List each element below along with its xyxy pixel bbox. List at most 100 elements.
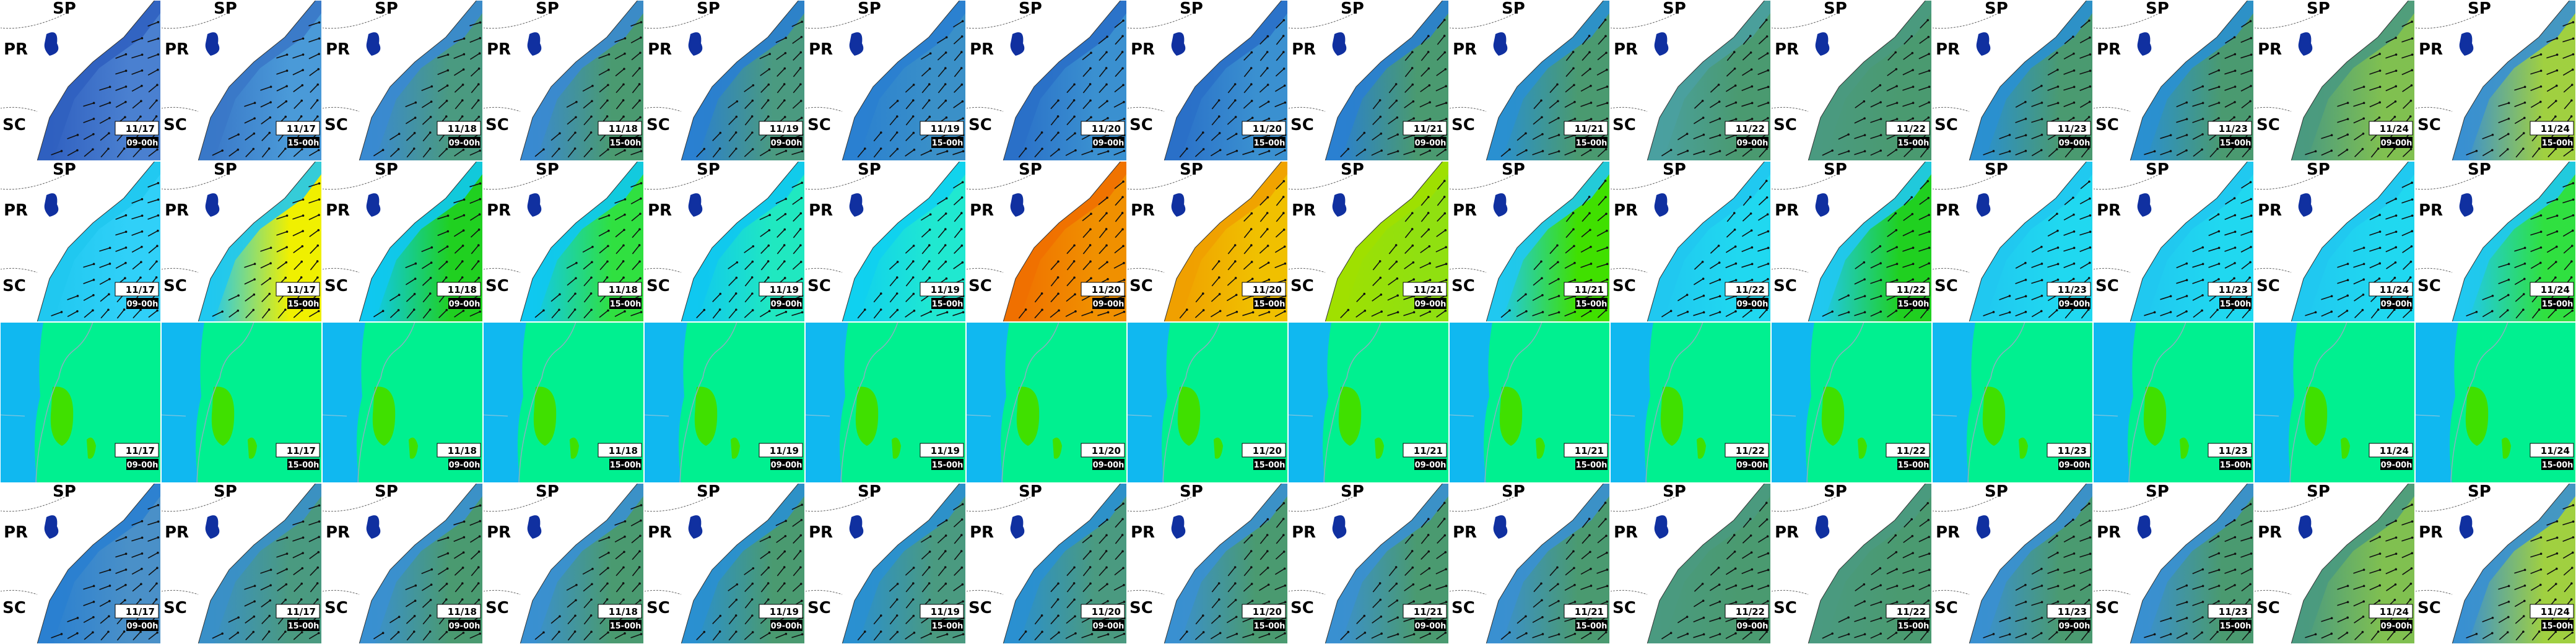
wind-arrow-head: [1429, 601, 1432, 603]
wind-arrow: [437, 215, 448, 220]
wind-arrow-head: [2378, 246, 2382, 250]
wind-arrow: [1179, 148, 1188, 158]
wind-arrow: [632, 550, 640, 560]
wind-arrow-head: [1122, 567, 1125, 570]
wind-arrow: [1387, 150, 1398, 155]
wind-arrow-head: [799, 261, 803, 263]
field-area: [679, 322, 805, 483]
bay: [1654, 515, 1669, 539]
wind-arrow-head: [413, 293, 416, 295]
wind-arrow-head: [2217, 568, 2221, 572]
time-label: 09-00h: [449, 300, 481, 309]
field-patch: [2143, 386, 2167, 446]
wind-arrow: [550, 133, 560, 141]
wind-arrow-head: [1751, 102, 1754, 105]
wind-arrow: [1372, 277, 1381, 286]
time-box: [126, 459, 159, 470]
wind-arrow-head: [124, 100, 127, 103]
wind-arrow: [100, 616, 110, 624]
wind-arrow: [2047, 69, 2058, 76]
wind-arrow: [471, 583, 479, 593]
wind-arrow: [567, 599, 577, 608]
wind-arrow: [1757, 569, 1769, 574]
wind-arrow-head: [960, 212, 963, 214]
wind-arrow: [954, 84, 962, 93]
wind-arrow: [2226, 309, 2234, 319]
wind-arrow: [873, 148, 882, 158]
date-label: 11/21: [1414, 284, 1443, 295]
wind-arrow-head: [2395, 69, 2398, 72]
wind-arrow-head: [1073, 99, 1076, 102]
wind-arrow: [2031, 263, 2042, 268]
wind-arrow: [776, 536, 786, 543]
wind-arrow: [1274, 568, 1286, 575]
border: [2415, 173, 2484, 273]
state-label: SC: [2417, 599, 2441, 617]
wind-arrow: [115, 231, 126, 236]
tile-border: [2093, 161, 2254, 322]
wind-arrow: [2562, 38, 2574, 43]
wind-arrow-head: [2087, 277, 2091, 279]
wind-arrow: [406, 294, 416, 302]
wind-arrow-head: [141, 536, 144, 539]
wind-arrow-head: [1606, 585, 1609, 588]
wind-arrow: [1693, 278, 1704, 285]
wind-arrow-head: [1588, 212, 1591, 215]
wind-arrow: [759, 53, 770, 59]
wind-arrow-head: [1910, 308, 1913, 311]
coastal-band: [37, 0, 161, 161]
wind-arrow: [777, 67, 785, 77]
wind-arrow-head: [2571, 148, 2574, 151]
wind-arrow: [1918, 86, 1930, 91]
wind-arrow: [2048, 149, 2058, 157]
wind-arrow-head: [1395, 244, 1398, 246]
date-label: 11/21: [1575, 445, 1604, 456]
wind-arrow-head: [446, 552, 450, 555]
wind-arrow: [2482, 632, 2493, 640]
wind-arrow: [1099, 67, 1107, 77]
wind-arrow: [1693, 295, 1704, 301]
wind-arrow-head: [1750, 309, 1752, 312]
wind-arrow: [2337, 263, 2348, 268]
time-label: 09-00h: [2381, 461, 2413, 470]
wind-arrow-head: [1444, 632, 1447, 634]
wind-arrow-head: [2538, 308, 2541, 311]
land: [644, 483, 799, 644]
wind-arrow: [583, 116, 592, 126]
wind-arrow: [1983, 150, 1994, 155]
wind-arrow: [1115, 550, 1123, 560]
wind-arrow-head: [607, 53, 611, 56]
wind-arrow: [2063, 231, 2074, 236]
wind-arrow: [760, 583, 769, 593]
time-box: [2541, 459, 2574, 470]
wind-arrow: [261, 600, 271, 607]
wind-arrow-head: [1894, 212, 1897, 215]
wind-arrow: [2530, 537, 2541, 542]
wind-arrow: [2079, 37, 2091, 44]
date-label: 11/22: [1736, 284, 1765, 295]
wind-arrow: [614, 521, 625, 526]
wind-arrow-head: [1767, 568, 1770, 572]
wind-arrow: [2047, 585, 2058, 590]
time-box: [1414, 620, 1447, 631]
date-label: 11/24: [2380, 606, 2409, 617]
wind-arrow: [2531, 631, 2540, 641]
wind-arrow: [2047, 569, 2058, 574]
wind-arrow: [100, 631, 109, 641]
field-patch: [1660, 386, 1684, 446]
wind-arrow: [598, 215, 609, 220]
wind-arrow: [1082, 550, 1091, 560]
wind-arrow: [2015, 295, 2026, 300]
wind-arrow-head: [1266, 518, 1269, 521]
wind-arrow: [1886, 134, 1897, 140]
wind-arrow-head: [1090, 212, 1092, 215]
wind-arrow: [1598, 502, 1606, 512]
wind-arrow-head: [1606, 85, 1609, 88]
wind-arrow: [905, 100, 914, 110]
wind-arrow: [2530, 215, 2541, 220]
wind-arrow-head: [1911, 51, 1914, 54]
wind-arrow-head: [1284, 310, 1286, 313]
date-label: 11/18: [609, 606, 638, 617]
